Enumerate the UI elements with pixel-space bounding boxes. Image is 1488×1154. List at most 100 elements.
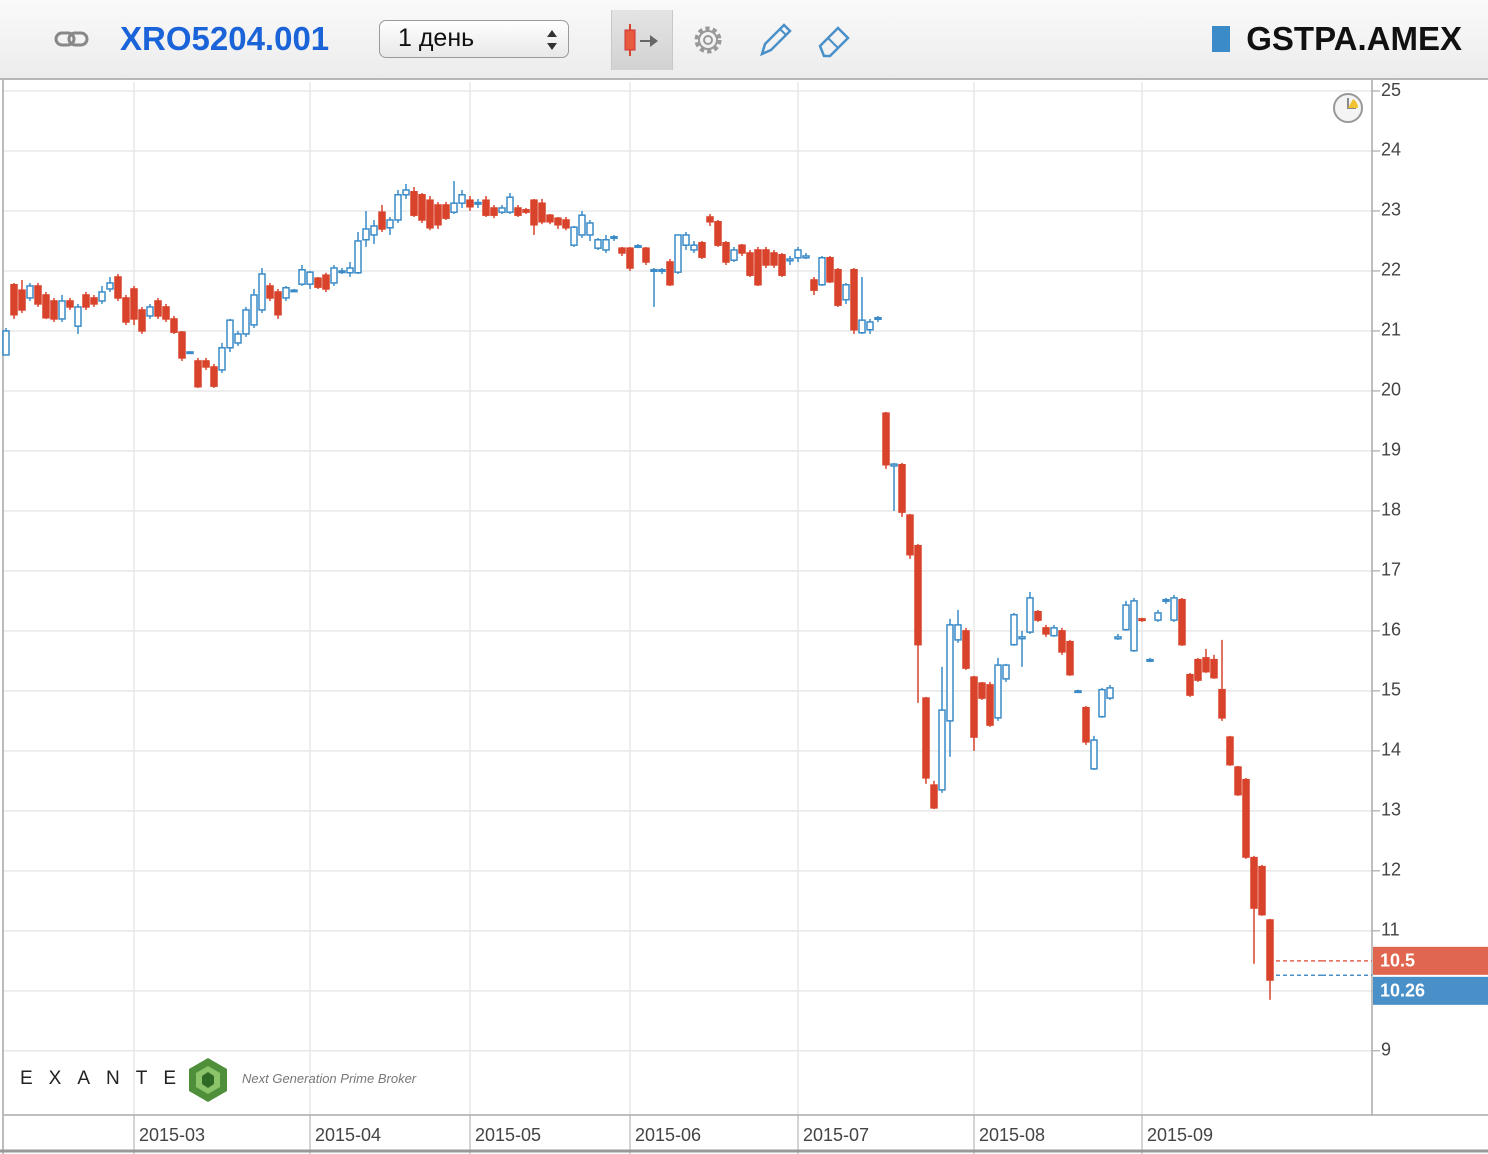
candle-body	[370, 225, 378, 236]
y-tick-label: 13	[1381, 800, 1401, 820]
candle-body	[306, 271, 314, 285]
candle-body	[530, 199, 538, 226]
candle-body	[858, 319, 866, 334]
last-price-box	[1373, 976, 1488, 1005]
candle-body	[666, 261, 674, 286]
candle-body	[618, 247, 626, 254]
candle-body	[514, 207, 522, 216]
candle-body	[1234, 766, 1242, 796]
x-tick-label: 2015-09	[1147, 1125, 1213, 1145]
candle-body	[1258, 865, 1266, 916]
candle-body	[218, 346, 226, 371]
candle-body	[1058, 630, 1066, 653]
candle-body	[1194, 658, 1202, 681]
symbol[interactable]: XRO5204.001	[120, 20, 330, 57]
compare-legend[interactable]: GSTPA.AMEX	[1212, 20, 1462, 58]
candle-body	[130, 288, 138, 320]
candle-body	[930, 784, 938, 809]
y-tick-label: 25	[1381, 80, 1401, 100]
candle-body	[954, 624, 962, 641]
candle-body	[274, 291, 282, 316]
candle-body	[1098, 688, 1106, 718]
link-icon[interactable]	[54, 28, 90, 50]
brand-tagline: Next Generation Prime Broker	[242, 1071, 417, 1086]
candle-body	[466, 199, 474, 208]
candle-body	[114, 276, 122, 299]
candle-body	[402, 189, 410, 196]
candle-body	[626, 247, 634, 269]
candle-body	[250, 294, 258, 326]
candle-body	[434, 204, 442, 226]
candle-body	[1250, 856, 1258, 909]
x-tick-label: 2015-05	[475, 1125, 541, 1145]
compare-swatch	[1212, 26, 1231, 52]
chart-type-button[interactable]	[611, 10, 673, 70]
candle-body	[394, 194, 402, 221]
x-tick-label: 2015-06	[635, 1125, 701, 1145]
candle-body	[490, 207, 498, 216]
candle-body	[586, 222, 594, 236]
candle-body	[682, 234, 690, 246]
candle-body	[498, 207, 506, 213]
candle-body	[826, 257, 834, 283]
y-tick-label: 11	[1381, 920, 1400, 940]
candle-body	[322, 274, 330, 290]
candle-body	[986, 684, 994, 726]
candle-body	[58, 300, 66, 320]
pencil-icon[interactable]	[756, 20, 794, 60]
candle-body	[674, 234, 682, 273]
settings-icon[interactable]	[690, 22, 726, 58]
last-price-label: 10.5	[1380, 951, 1415, 971]
candle-body	[74, 306, 82, 327]
candle-body	[1066, 640, 1074, 676]
candle-body	[578, 214, 586, 236]
select-arrows	[547, 30, 557, 50]
candle-body	[1130, 600, 1138, 652]
y-tick-label: 22	[1381, 260, 1401, 280]
candle-body	[314, 277, 322, 288]
candle-body	[1154, 612, 1162, 621]
candle-body	[162, 306, 170, 320]
last-price-label: 10.26	[1380, 981, 1425, 1001]
candle-body	[378, 211, 386, 230]
candle-body	[1146, 658, 1154, 662]
candle-body	[10, 284, 18, 316]
candle-body	[138, 309, 146, 332]
interval-value: 1 день	[398, 24, 475, 52]
candle-body	[818, 257, 826, 286]
candle-body	[106, 282, 114, 290]
candle-body	[754, 249, 762, 286]
candle-body	[1186, 673, 1194, 696]
y-tick-label: 24	[1381, 140, 1401, 160]
candle-body	[610, 236, 618, 240]
candle-body	[482, 199, 490, 216]
candle-body	[874, 317, 882, 321]
candle-body	[202, 360, 210, 368]
toolbar: XRO5204.001 1 день GSTPA.AMEX	[0, 0, 1488, 80]
candle-body	[906, 514, 914, 556]
candle-body	[442, 204, 450, 219]
candle-body	[1050, 627, 1058, 637]
chart: 9101112131415161718192021222324252015-03…	[0, 80, 1488, 1154]
candle-body	[938, 709, 946, 791]
candle-body	[90, 297, 98, 305]
candle-body	[1138, 618, 1146, 622]
candle-body	[266, 285, 274, 299]
y-tick-label: 9	[1381, 1040, 1391, 1060]
eraser-icon[interactable]	[814, 20, 854, 60]
candle-body	[154, 300, 162, 317]
candle-body	[994, 664, 1002, 719]
candle-body	[546, 214, 554, 223]
last-price-box	[1373, 946, 1488, 975]
candle-body	[962, 630, 970, 669]
candle-body	[554, 217, 562, 226]
brand-logo: EXANTE	[20, 1068, 193, 1089]
candle-body	[410, 191, 418, 216]
candle-body	[42, 294, 50, 319]
plot-background	[4, 82, 1372, 1115]
interval-select[interactable]: 1 день	[379, 20, 569, 58]
y-tick-label: 17	[1381, 560, 1401, 580]
candle-body	[1010, 613, 1018, 646]
candle-body	[226, 319, 234, 349]
